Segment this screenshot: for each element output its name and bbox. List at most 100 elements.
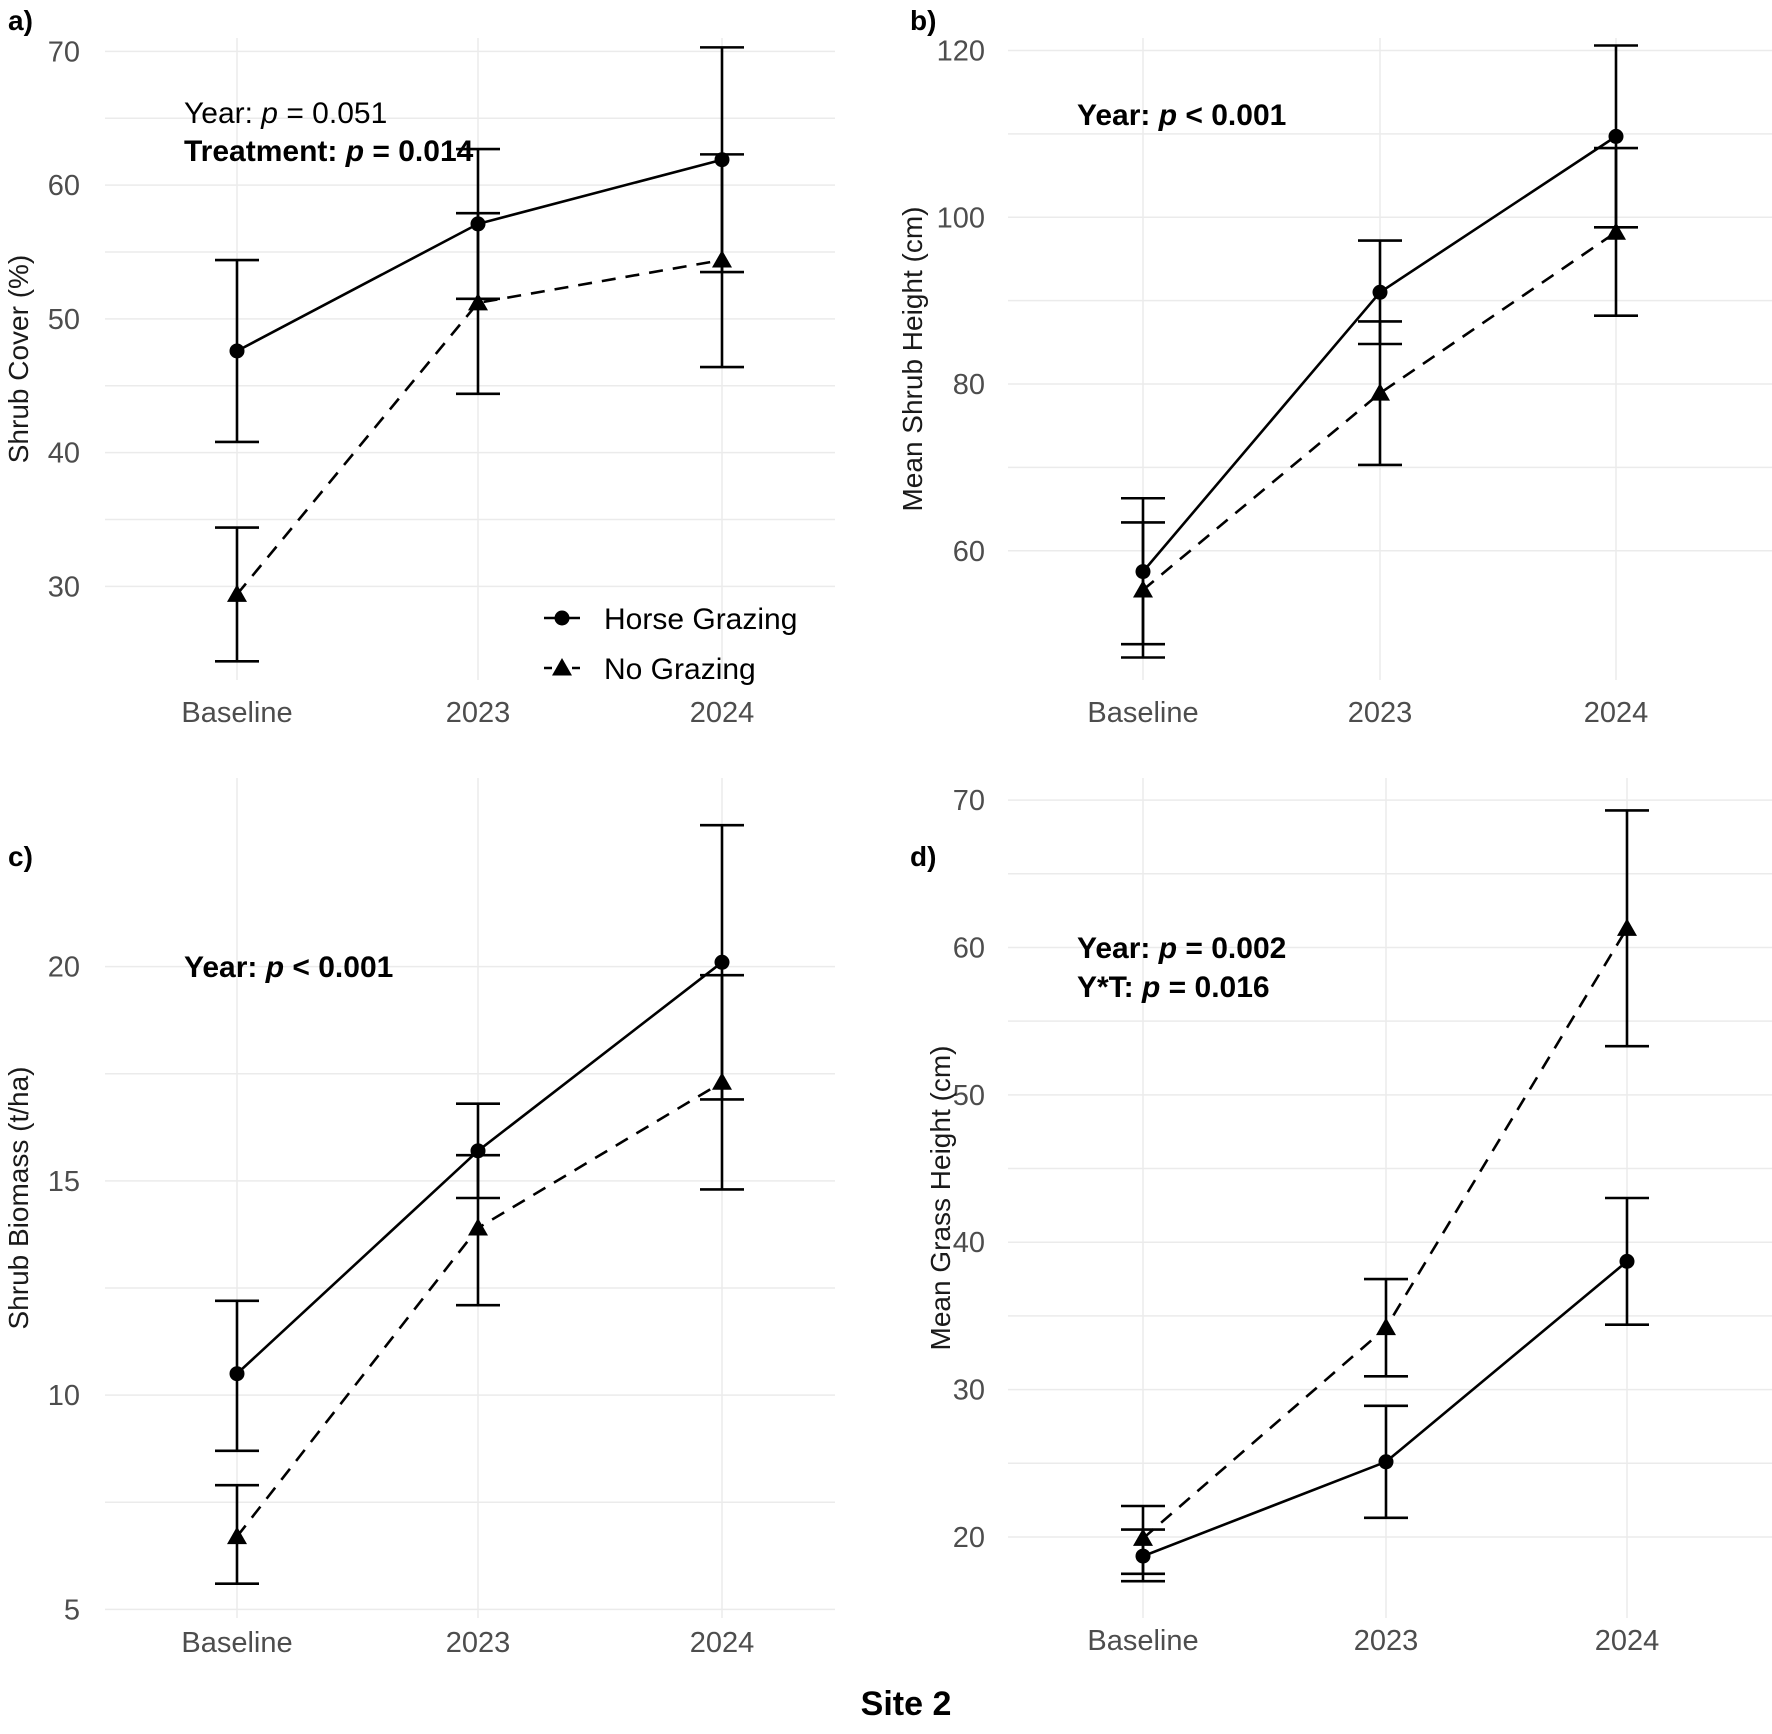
y-tick-label: 70 [953,785,985,817]
y-tick-label: 60 [953,536,985,568]
y-tick-label: 70 [48,36,80,68]
data-point-triangle [1617,918,1637,936]
data-point-circle [229,343,245,359]
stat-value: < 0.001 [1177,99,1286,132]
x-tick-label: 2024 [1595,1625,1660,1657]
stat-value: = 0.016 [1160,971,1269,1004]
stat-label: Year: [184,951,266,984]
panel-letter: c) [8,841,33,872]
stat-annotation: Year: p < 0.001 [1077,99,1286,132]
y-axis-title: Mean Grass Height (cm) [925,1046,956,1351]
y-axis-title: Shrub Biomass (t/ha) [3,1067,34,1330]
legend-key-circle [554,610,570,626]
data-point-triangle [1376,1317,1396,1336]
stat-label: Treatment: [184,135,346,168]
data-point-triangle [1370,383,1390,401]
panel-letter: b) [910,5,936,36]
series-line [235,258,723,596]
series-no-grazing [215,973,744,1586]
stat-annotation: Y*T: p = 0.016 [1077,971,1270,1004]
stat-label: Y*T: [1077,971,1142,1004]
x-tick-label: 2023 [446,1627,511,1659]
legend-key-triangle [552,658,572,676]
stat-p: p [260,97,278,130]
panel-grass-height: 20 30 40 50 60 70 Baseline 2023 2024 Mean Grass H… [910,778,1772,1657]
data-point-triangle [1133,579,1153,598]
series-no-grazing [215,153,744,663]
stat-label: Year: [1077,99,1159,132]
data-point-triangle [712,1072,732,1090]
data-point-triangle [227,584,247,602]
panel-letter: d) [910,841,936,872]
series-horse-grazing [1121,1196,1649,1583]
y-tick-label: 20 [953,1522,985,1554]
data-point-circle [229,1366,245,1382]
stat-p: p [1158,99,1177,132]
data-point-triangle [227,1526,247,1545]
y-tick-label: 10 [48,1380,80,1412]
series-no-grazing [1121,809,1649,1576]
panel-shrub-cover: 30 40 50 60 70 Baseline 2023 2024 Shrub Cover (%… [3,5,835,729]
data-point-triangle [468,1218,488,1236]
y-axis-title: Mean Shrub Height (cm) [897,206,928,511]
stat-value: = 0.051 [278,97,387,130]
stat-value: = 0.014 [364,135,474,168]
series-no-grazing [1121,146,1638,659]
panel-letter: a) [8,5,33,36]
data-point-triangle [1133,1528,1153,1546]
stat-p: p [265,951,284,984]
y-tick-label: 5 [64,1594,80,1626]
stat-label: Year: [1077,932,1159,965]
x-tick-label: Baseline [1087,1625,1198,1657]
x-tick-label: 2023 [1354,1625,1419,1657]
y-tick-label: 80 [953,369,985,401]
x-tick-label: 2023 [1348,697,1413,729]
stat-annotation: Year: p = 0.002 [1077,932,1286,965]
panel-shrub-height: 60 80 100 120 Baseline 2023 2024 Mean Shrub Hei… [897,5,1772,729]
y-tick-label: 100 [937,202,985,234]
legend-label: No Grazing [604,653,756,686]
y-tick-label: 60 [48,170,80,202]
stat-annotation: Treatment: p = 0.014 [184,135,474,168]
figure-title: Site 2 [861,1685,952,1723]
y-tick-label: 20 [48,952,80,984]
y-tick-label: 50 [48,304,80,336]
panel-shrub-biomass: 5 10 15 20 Baseline 2023 2024 Shrub Biomass (t/… [3,778,835,1659]
data-point-circle [1378,1454,1394,1470]
y-tick-label: 30 [953,1375,985,1407]
y-tick-label: 60 [953,932,985,964]
data-point-triangle [712,250,732,268]
stat-p: p [345,135,364,168]
stat-p: p [1141,971,1160,1004]
x-tick-label: 2024 [690,697,755,729]
y-tick-label: 40 [953,1227,985,1259]
y-tick-label: 50 [953,1080,985,1112]
legend-label: Horse Grazing [604,603,797,636]
stat-annotation: Year: p = 0.051 [184,97,387,130]
stat-p: p [1158,932,1177,965]
x-tick-label: 2023 [446,697,511,729]
y-tick-label: 30 [48,571,80,603]
legend: Horse Grazing No Grazing [544,603,797,686]
data-point-circle [1372,284,1388,300]
series-line [236,961,723,1375]
data-point-triangle [1606,222,1626,240]
stat-label: Year: [184,97,261,130]
x-tick-label: Baseline [181,1627,292,1659]
series-horse-grazing [215,823,744,1453]
x-tick-label: Baseline [1087,697,1198,729]
x-tick-label: Baseline [181,697,292,729]
y-axis-title: Shrub Cover (%) [3,255,34,464]
data-point-circle [714,954,730,970]
y-tick-label: 15 [48,1166,80,1198]
data-point-circle [1619,1253,1635,1269]
stat-annotation: Year: p < 0.001 [184,951,393,984]
y-tick-label: 120 [937,36,985,68]
data-point-triangle [468,292,488,311]
x-tick-label: 2024 [1584,697,1649,729]
data-point-circle [1608,128,1624,144]
y-tick-label: 40 [48,438,80,470]
x-tick-label: 2024 [690,1627,755,1659]
stat-value: < 0.001 [284,951,393,984]
